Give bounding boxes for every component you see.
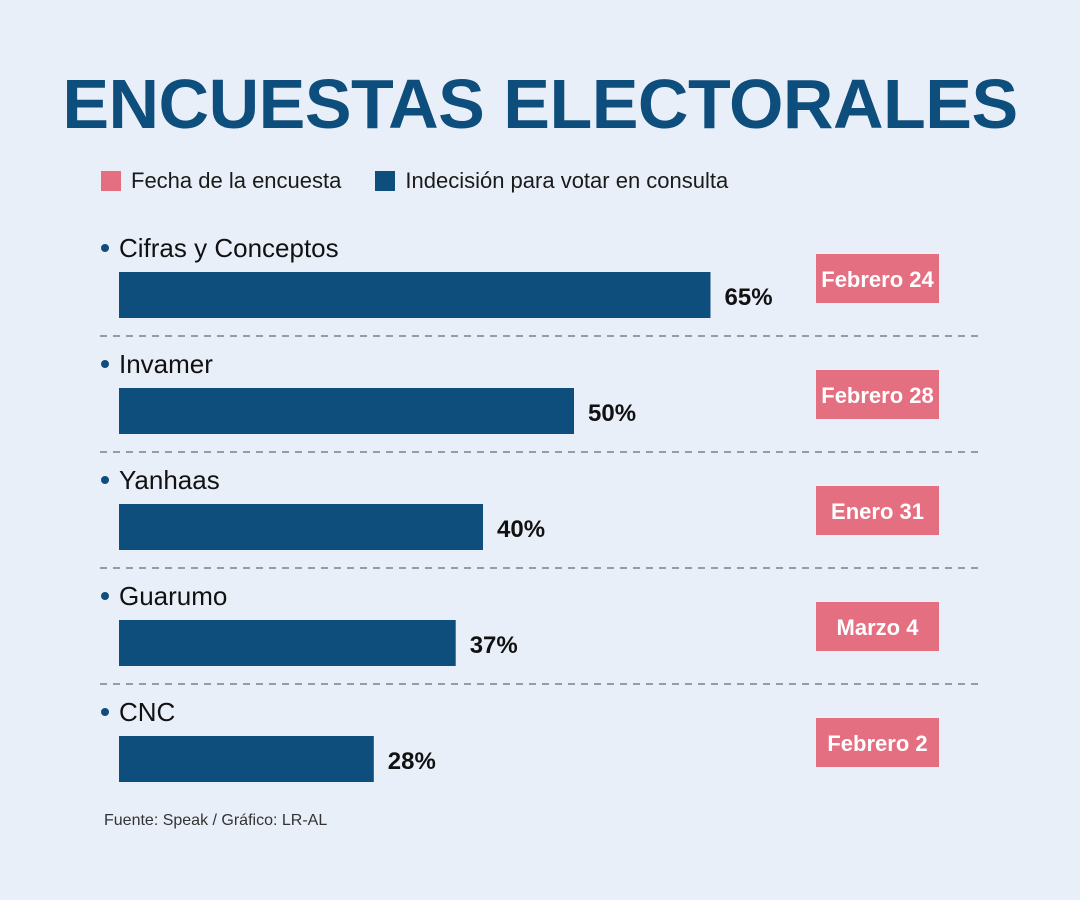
legend-swatch-indecision	[375, 171, 396, 191]
date-label: Febrero 24	[821, 267, 934, 292]
bullet-dot	[101, 244, 109, 252]
source-note: Fuente: Speak / Gráfico: LR-AL	[104, 812, 328, 829]
legend-swatch-date	[101, 171, 121, 191]
date-badge	[816, 718, 939, 767]
bullet-dot	[101, 476, 109, 484]
value-label: 37%	[470, 632, 518, 659]
bar	[119, 620, 456, 666]
date-label: Marzo 4	[837, 615, 920, 640]
value-label: 28%	[388, 748, 436, 775]
bar	[119, 736, 374, 782]
date-badge	[816, 602, 939, 651]
value-label: 50%	[588, 400, 636, 427]
date-badge	[816, 370, 939, 419]
date-badge	[816, 486, 939, 535]
date-label: Enero 31	[831, 499, 924, 524]
bullet-dot	[101, 360, 109, 368]
category-label: CNC	[119, 697, 175, 727]
legend-item-date: Fecha de la encuesta	[101, 168, 341, 194]
bullet-dot	[101, 592, 109, 600]
legend-item-indecision: Indecisión para votar en consulta	[375, 168, 728, 194]
legend: Fecha de la encuesta Indecisión para vot…	[101, 168, 762, 194]
value-label: 65%	[725, 284, 773, 311]
category-label: Invamer	[119, 349, 213, 379]
bullet-dot	[101, 708, 109, 716]
bar	[119, 504, 483, 550]
chart-title: ENCUESTAS ELECTORALES	[62, 65, 1018, 143]
date-label: Febrero 2	[827, 731, 927, 756]
category-label: Cifras y Conceptos	[119, 233, 339, 263]
legend-label-indecision: Indecisión para votar en consulta	[405, 168, 729, 193]
legend-label-date: Fecha de la encuesta	[131, 168, 342, 193]
date-badge	[816, 254, 939, 303]
bar	[119, 272, 711, 318]
category-label: Guarumo	[119, 581, 227, 611]
value-label: 40%	[497, 516, 545, 543]
category-label: Yanhaas	[119, 465, 220, 495]
date-label: Febrero 28	[821, 383, 934, 408]
bar	[119, 388, 574, 434]
